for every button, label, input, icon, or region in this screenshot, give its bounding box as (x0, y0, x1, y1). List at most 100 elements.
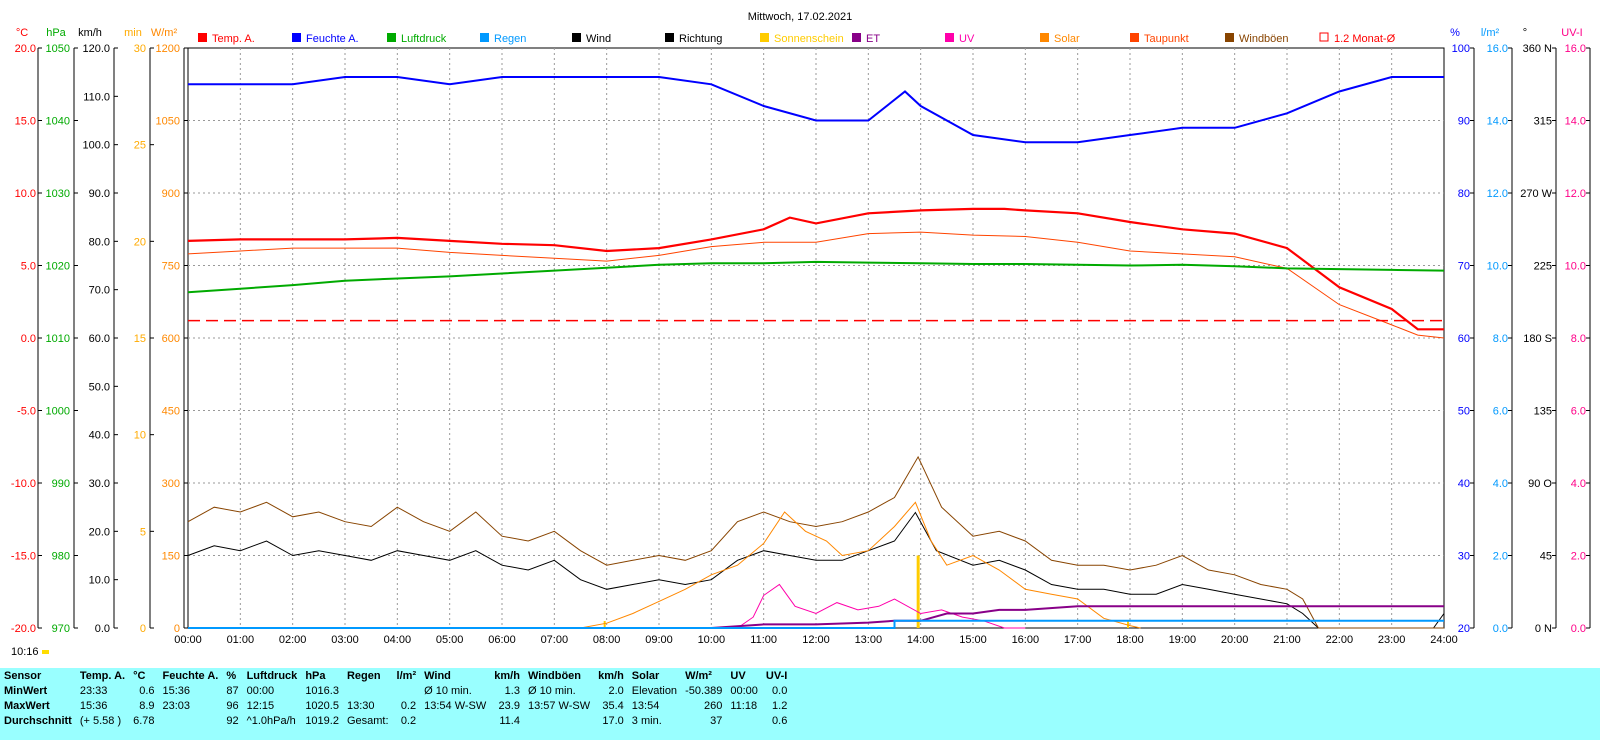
statistics-cell: 0.6 (772, 714, 788, 727)
statistics-cell: 2.0 (608, 684, 624, 697)
legend-label: Regen (494, 33, 526, 45)
legend-swatch (945, 33, 954, 42)
weather-chart: Mittwoch, 17.02.2021 Temp. A. Feuchte A. Lu… (11, 11, 1591, 646)
axis-tick-label-temp: 15.0 (15, 116, 36, 128)
axis-tick-label-temp: -15.0 (11, 551, 36, 563)
statistics-panel: Sensor Temp. A. °C Feuchte A.% Luftdruck hPa R… (0, 668, 1600, 740)
statistics-cell: 00:00 (246, 684, 275, 697)
statistics-header-row: Sensor Temp. A. °C Feuchte A.% Luftdruck hPa R… (0, 668, 791, 683)
statistics-cell: 37 (710, 714, 723, 727)
axis-tick-label-rain: 14.0 (1487, 116, 1508, 128)
time-tick-label: 17:00 (1064, 634, 1092, 646)
axis-tick-label-sunmin: 15 (134, 333, 146, 345)
axis-tick-label-wind: 110.0 (83, 91, 110, 103)
series-line-wind (187, 511, 1445, 629)
sun-marker-icon (41, 650, 49, 655)
statistics-cell: 13:30 (346, 699, 375, 712)
sunset-marker (1127, 621, 1129, 628)
axis-tick-label-wind: 30.0 (89, 478, 110, 490)
series-line-et (711, 605, 1444, 629)
axis-unit-solar: W/m² (151, 27, 178, 39)
statistics-cell: Sensor (4, 669, 42, 682)
axis-tick-label-temp: -5.0 (17, 406, 36, 418)
axis-tick-label-uv: 12.0 (1565, 188, 1586, 200)
axis-tick-label-pressure: 970 (52, 623, 70, 635)
time-tick-label: 12:00 (802, 634, 830, 646)
axis-tick-label-direction: 360 N (1523, 43, 1552, 55)
axis-tick-label-temp: 0.0 (21, 333, 36, 345)
statistics-cell: 96 (226, 699, 239, 712)
statistics-cell: 11.4 (499, 714, 520, 727)
axis-tick-label-solar: 1200 (156, 43, 180, 55)
legend-label: Taupunkt (1144, 33, 1189, 45)
axis-tick-label-wind: 0.0 (95, 623, 110, 635)
axis-tick-label-pressure: 1050 (46, 43, 70, 55)
axis-tick-label-solar: 750 (162, 261, 180, 273)
axis-tick-label-pressure: 1040 (46, 116, 70, 128)
sunshine-bar (916, 555, 920, 628)
statistics-cell: 15:36 (79, 699, 108, 712)
statistics-cell: (+ 5.58 ) (79, 714, 122, 727)
time-tick-label: 10:00 (698, 634, 726, 646)
time-tick-label: 09:00 (645, 634, 673, 646)
statistics-cell: 35.4 (602, 699, 624, 712)
axis-tick-label-solar: 0 (174, 623, 180, 635)
time-tick-label: 05:00 (436, 634, 464, 646)
statistics-cell: UV (730, 669, 746, 682)
statistics-cell: 0.0 (772, 684, 788, 697)
statistics-cell: W/m² (685, 669, 712, 682)
axis-tick-label-uv: 4.0 (1571, 478, 1586, 490)
legend-swatch (760, 33, 769, 42)
series-line-taupunkt (187, 231, 1445, 339)
axis-tick-label-temp: 10.0 (15, 188, 36, 200)
axis-tick-label-wind: 20.0 (89, 526, 110, 538)
axis-tick-label-sunmin: 5 (140, 526, 146, 538)
axis-unit-rain: l/m² (1481, 27, 1500, 39)
time-tick-label: 13:00 (855, 634, 883, 646)
statistics-cell: 15:36 (162, 684, 191, 697)
axis-unit-uv: UV-I (1561, 27, 1582, 39)
axis-tick-label-wind: 60.0 (89, 333, 110, 345)
corner-time-label: 10:16 (11, 646, 39, 658)
statistics-cell: Temp. A. (79, 669, 126, 682)
legend-swatch (387, 33, 396, 42)
axis-tick-label-pressure: 1030 (46, 188, 70, 200)
legend-label: Feuchte A. (306, 33, 359, 45)
axis-tick-label-uv: 16.0 (1565, 43, 1586, 55)
axis-tick-label-solar: 900 (162, 188, 180, 200)
time-tick-label: 18:00 (1116, 634, 1144, 646)
axis-tick-label-uv: 14.0 (1565, 116, 1586, 128)
statistics-cell (393, 683, 421, 698)
statistics-cell: Gesamt: (346, 714, 389, 727)
axis-tick-label-direction: 90 O (1528, 478, 1552, 490)
axis-tick-label-rain: 10.0 (1487, 261, 1508, 273)
axis-tick-label-direction: 315 (1534, 116, 1552, 128)
time-tick-label: 14:00 (907, 634, 935, 646)
statistics-cell: 12:15 (246, 699, 275, 712)
statistics-cell: 1.3 (504, 684, 520, 697)
legend-swatch (480, 33, 489, 42)
series-line-luftdruck (187, 260, 1445, 294)
time-tick-label: 01:00 (227, 634, 255, 646)
legend-swatch (1130, 33, 1139, 42)
axis-tick-label-wind: 80.0 (89, 236, 110, 248)
statistics-cell: 13:54 (631, 699, 660, 712)
axis-unit-sunmin: min (124, 27, 142, 39)
legend-label: Temp. A. (212, 33, 255, 45)
axis-tick-label-pressure: 1020 (46, 261, 70, 273)
statistics-cell (420, 713, 490, 728)
statistics-cell (524, 713, 594, 728)
statistics-cell: 260 (704, 699, 723, 712)
legend-swatch (852, 33, 861, 42)
axis-tick-label-temp: 20.0 (15, 43, 36, 55)
time-tick-label: 07:00 (541, 634, 569, 646)
axis-tick-label-humidity: 90 (1458, 116, 1470, 128)
statistics-row: Durchschnitt (+ 5.58 ) 6.78 92 ^1.0hPa/h 1019… (0, 713, 791, 728)
axis-tick-label-rain: 16.0 (1487, 43, 1508, 55)
axis-unit-direction: ° (1523, 27, 1527, 39)
statistics-cell: Feuchte A. (162, 669, 219, 682)
axis-tick-label-rain: 2.0 (1493, 551, 1508, 563)
statistics-cell: 3 min. (631, 714, 662, 727)
statistics-cell: 0.2 (400, 714, 417, 727)
